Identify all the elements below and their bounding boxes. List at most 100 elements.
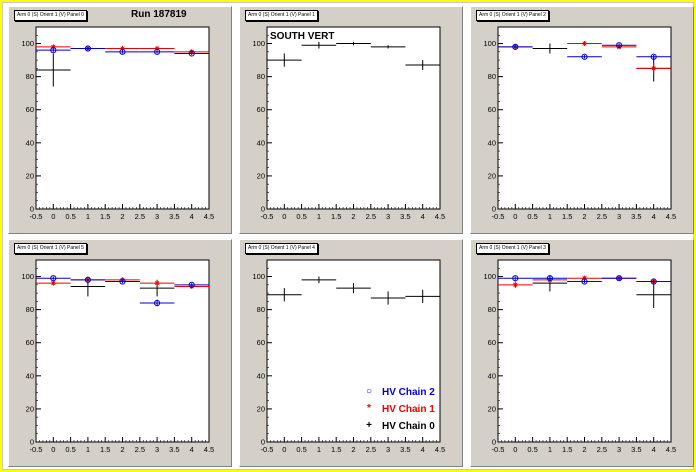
pad-panel-0[interactable]: -0.5 0 0.5 1 1.5 2 2.5 3 3.5 4 4.5 0 20 40 60 80 100 Arm… bbox=[8, 6, 232, 234]
y-tick-label: 0 bbox=[30, 438, 34, 447]
y-tick-label: 40 bbox=[26, 138, 34, 147]
y-tick-label: 100 bbox=[483, 39, 496, 48]
pad-title: Arm 0 (S) Orient 1 (V) Panel 4 bbox=[245, 243, 318, 254]
x-tick-label: 1 bbox=[548, 212, 552, 221]
legend-label-chain1: HV Chain 1 bbox=[382, 404, 435, 415]
plot-frame bbox=[35, 259, 210, 443]
x-tick-label: 0.5 bbox=[296, 445, 306, 454]
point-chain2 bbox=[616, 42, 623, 49]
pad-panel-5[interactable]: -0.5 0 0.5 1 1.5 2 2.5 3 3.5 4 4.5 0 20 40 60 80 100 Arm… bbox=[8, 239, 232, 467]
x-tick-label: -0.5 bbox=[261, 212, 274, 221]
y-tick-label: 40 bbox=[26, 371, 34, 380]
point-chain2 bbox=[512, 275, 519, 282]
x-tick-label: 3 bbox=[155, 445, 159, 454]
pad-panel-4[interactable]: -0.5 0 0.5 1 1.5 2 2.5 3 3.5 4 4.5 0 20 40 60 80 100 Arm… bbox=[239, 239, 463, 467]
point-chain1 bbox=[651, 65, 657, 71]
y-tick-label: 80 bbox=[26, 305, 34, 314]
x-tick-label: 3 bbox=[386, 212, 390, 221]
y-tick-label: 60 bbox=[488, 105, 496, 114]
point-chain2 bbox=[50, 47, 57, 54]
x-tick-label: 3.5 bbox=[631, 212, 641, 221]
y-tick-label: 100 bbox=[252, 272, 265, 281]
legend-entry-chain1: * HV Chain 1 bbox=[360, 403, 456, 420]
pad-panel-3[interactable]: -0.5 0 0.5 1 1.5 2 2.5 3 3.5 4 4.5 0 20 40 60 80 100 Arm… bbox=[470, 239, 694, 467]
x-tick-label: -0.5 bbox=[30, 445, 43, 454]
legend-label-chain2: HV Chain 2 bbox=[382, 387, 435, 398]
y-tick-label: 20 bbox=[488, 404, 496, 413]
x-tick-label: 2.5 bbox=[597, 445, 607, 454]
x-tick-label: 0 bbox=[51, 212, 55, 221]
x-tick-label: 4.5 bbox=[204, 445, 214, 454]
point-chain2 bbox=[84, 45, 92, 52]
x-tick-label: 3 bbox=[617, 212, 621, 221]
point-chain2 bbox=[154, 48, 161, 55]
plus-marker-icon: + bbox=[366, 420, 372, 431]
x-tick-label: 0 bbox=[513, 445, 517, 454]
x-tick-label: 4.5 bbox=[435, 445, 445, 454]
y-tick-label: 80 bbox=[257, 305, 265, 314]
y-tick-label: 0 bbox=[492, 438, 496, 447]
pad-title: Arm 0 (S) Orient 1 (V) Panel 0 bbox=[14, 10, 87, 21]
x-tick-label: 1 bbox=[86, 445, 90, 454]
point-chain2 bbox=[188, 281, 195, 288]
y-tick-label: 80 bbox=[488, 305, 496, 314]
x-tick-label: 1 bbox=[548, 445, 552, 454]
point-chain2 bbox=[650, 278, 657, 285]
x-tick-label: 3.5 bbox=[631, 445, 641, 454]
pad-panel-2[interactable]: -0.5 0 0.5 1 1.5 2 2.5 3 3.5 4 4.5 0 20 40 60 80 100 Arm… bbox=[470, 6, 694, 234]
y-tick-label: 100 bbox=[483, 272, 496, 281]
y-tick-label: 0 bbox=[30, 205, 34, 214]
y-tick-label: 60 bbox=[26, 105, 34, 114]
point-chain2 bbox=[650, 53, 657, 60]
y-tick-label: 20 bbox=[26, 171, 34, 180]
x-tick-label: 0.5 bbox=[527, 445, 537, 454]
point-chain2 bbox=[188, 50, 195, 57]
x-tick-label: 0.5 bbox=[65, 212, 75, 221]
y-tick-label: 20 bbox=[257, 404, 265, 413]
y-tick-label: 80 bbox=[257, 72, 265, 81]
point-chain2 bbox=[512, 43, 519, 50]
x-tick-label: 1.5 bbox=[100, 212, 110, 221]
x-tick-label: 4 bbox=[421, 445, 425, 454]
point-chain2 bbox=[84, 276, 92, 283]
x-tick-label: -0.5 bbox=[492, 445, 505, 454]
point-chain2 bbox=[546, 275, 554, 282]
y-tick-label: 60 bbox=[257, 338, 265, 347]
x-tick-label: 0.5 bbox=[527, 212, 537, 221]
x-tick-label: 4 bbox=[190, 445, 194, 454]
plot-frame bbox=[35, 26, 210, 210]
x-tick-label: 1.5 bbox=[331, 212, 341, 221]
y-tick-label: 40 bbox=[257, 371, 265, 380]
y-tick-label: 0 bbox=[261, 205, 265, 214]
x-tick-label: -0.5 bbox=[30, 212, 43, 221]
x-tick-label: 4.5 bbox=[666, 212, 676, 221]
x-tick-label: 0 bbox=[282, 445, 286, 454]
y-tick-label: 80 bbox=[488, 72, 496, 81]
legend-entry-chain0: + HV Chain 0 bbox=[360, 420, 456, 437]
point-chain2 bbox=[581, 278, 588, 285]
x-tick-label: 1.5 bbox=[100, 445, 110, 454]
y-tick-label: 20 bbox=[26, 404, 34, 413]
y-tick-label: 80 bbox=[26, 72, 34, 81]
legend-label-chain0: HV Chain 0 bbox=[382, 421, 435, 432]
point-chain2 bbox=[154, 299, 161, 307]
x-tick-label: 0 bbox=[282, 212, 286, 221]
x-tick-label: 1.5 bbox=[562, 212, 572, 221]
south-vert-label: SOUTH VERT bbox=[270, 31, 335, 42]
y-tick-label: 40 bbox=[488, 371, 496, 380]
x-tick-label: 1.5 bbox=[331, 445, 341, 454]
pad-panel-1[interactable]: -0.5 0 0.5 1 1.5 2 2.5 3 3.5 4 4.5 0 20 40 60 80 100 Arm… bbox=[239, 6, 463, 234]
x-tick-label: 3.5 bbox=[400, 445, 410, 454]
x-tick-label: 1 bbox=[317, 212, 321, 221]
x-tick-label: 0 bbox=[513, 212, 517, 221]
point-chain1 bbox=[154, 280, 160, 286]
y-tick-label: 100 bbox=[21, 272, 34, 281]
plot-frame bbox=[266, 26, 441, 210]
x-tick-label: 3.5 bbox=[400, 212, 410, 221]
point-chain2 bbox=[50, 275, 57, 282]
y-tick-label: 20 bbox=[257, 171, 265, 180]
x-tick-label: -0.5 bbox=[492, 212, 505, 221]
pad-title: Arm 0 (S) Orient 1 (V) Panel 2 bbox=[476, 10, 549, 21]
